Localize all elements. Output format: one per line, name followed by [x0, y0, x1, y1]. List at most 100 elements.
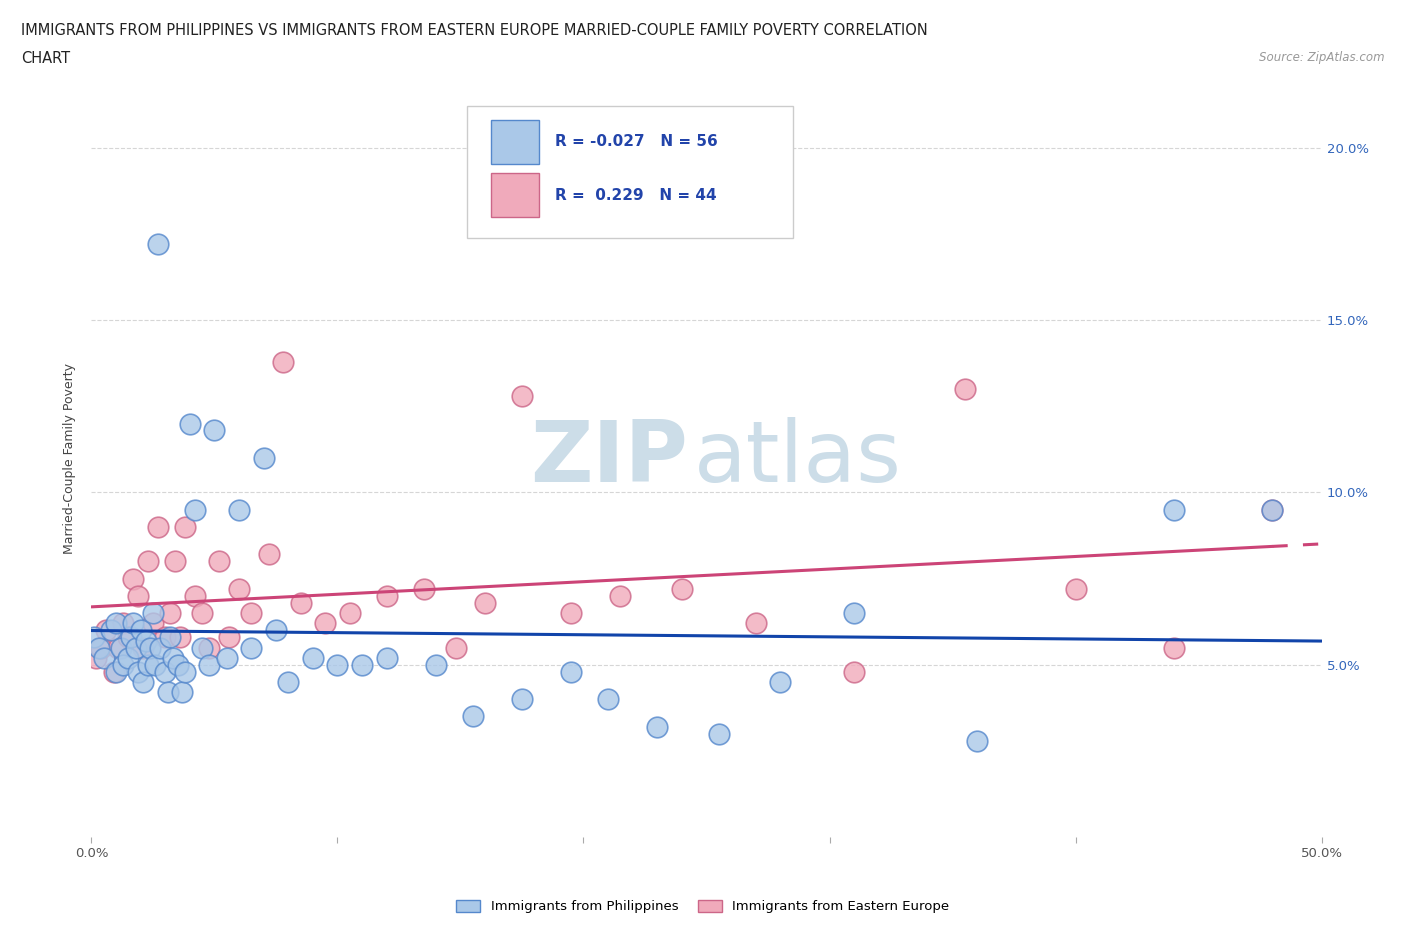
Point — [105, 616, 127, 631]
Point — [191, 605, 214, 620]
Point — [135, 633, 156, 648]
Point — [105, 664, 127, 679]
Point — [107, 640, 129, 655]
Point — [90, 640, 112, 655]
Point — [122, 571, 145, 586]
Point — [645, 719, 669, 734]
Point — [352, 658, 374, 672]
Point — [146, 520, 169, 535]
Point — [510, 692, 533, 707]
Point — [159, 605, 181, 620]
Point — [290, 595, 312, 610]
Point — [87, 640, 110, 655]
Point — [277, 674, 299, 689]
Point — [86, 650, 108, 665]
Point — [117, 630, 139, 644]
Point — [83, 630, 105, 644]
Point — [257, 547, 280, 562]
Point — [145, 658, 166, 672]
Point — [240, 640, 263, 655]
Point — [228, 502, 250, 517]
Point — [172, 684, 194, 699]
Point — [339, 605, 361, 620]
Point — [510, 389, 533, 404]
Text: IMMIGRANTS FROM PHILIPPINES VS IMMIGRANTS FROM EASTERN EUROPE MARRIED-COUPLE FAM: IMMIGRANTS FROM PHILIPPINES VS IMMIGRANT… — [21, 23, 928, 38]
Point — [474, 595, 496, 610]
Point — [198, 640, 221, 655]
Point — [117, 650, 139, 665]
Text: atlas: atlas — [695, 417, 903, 499]
Point — [129, 623, 152, 638]
Point — [110, 640, 132, 655]
Point — [953, 381, 976, 396]
Point — [139, 640, 162, 655]
Point — [596, 692, 619, 707]
Point — [375, 650, 398, 665]
Point — [100, 623, 122, 638]
Point — [240, 605, 263, 620]
Point — [179, 416, 201, 431]
Point — [127, 589, 149, 604]
Point — [166, 658, 188, 672]
Point — [127, 664, 149, 679]
Point — [842, 664, 865, 679]
Point — [1064, 581, 1087, 596]
Point — [1261, 502, 1284, 517]
Point — [183, 589, 207, 604]
Point — [1261, 502, 1284, 517]
Point — [120, 630, 142, 644]
Point — [191, 640, 214, 655]
FancyBboxPatch shape — [491, 173, 538, 218]
Point — [228, 581, 250, 596]
Point — [169, 630, 191, 644]
Point — [174, 664, 197, 679]
Point — [842, 605, 865, 620]
Text: CHART: CHART — [21, 51, 70, 66]
Point — [745, 616, 768, 631]
Point — [412, 581, 434, 596]
Point — [966, 733, 988, 748]
Point — [253, 451, 276, 466]
Point — [132, 640, 155, 655]
Point — [93, 650, 115, 665]
Point — [163, 554, 186, 569]
Point — [183, 502, 207, 517]
FancyBboxPatch shape — [491, 120, 538, 165]
Point — [174, 520, 197, 535]
Point — [156, 684, 179, 699]
Point — [560, 664, 582, 679]
Point — [132, 674, 155, 689]
Point — [326, 658, 349, 672]
Point — [153, 664, 177, 679]
Text: Source: ZipAtlas.com: Source: ZipAtlas.com — [1260, 51, 1385, 64]
Point — [560, 605, 582, 620]
Point — [112, 658, 135, 672]
Point — [671, 581, 693, 596]
Point — [444, 640, 467, 655]
Text: R =  0.229   N = 44: R = 0.229 N = 44 — [555, 188, 717, 203]
Text: ZIP: ZIP — [530, 417, 688, 499]
Point — [103, 664, 125, 679]
Y-axis label: Married-Couple Family Poverty: Married-Couple Family Poverty — [63, 363, 76, 553]
Point — [314, 616, 336, 631]
Point — [215, 650, 238, 665]
Point — [218, 630, 240, 644]
Point — [122, 616, 145, 631]
Text: R = -0.027   N = 56: R = -0.027 N = 56 — [555, 135, 718, 150]
Point — [159, 630, 181, 644]
Point — [264, 623, 287, 638]
Point — [112, 616, 135, 631]
Point — [142, 616, 165, 631]
Point — [142, 605, 165, 620]
Point — [461, 709, 484, 724]
Point — [149, 640, 172, 655]
Point — [301, 650, 323, 665]
Point — [136, 554, 159, 569]
Point — [271, 354, 295, 369]
Point — [425, 658, 447, 672]
Point — [198, 658, 221, 672]
FancyBboxPatch shape — [467, 106, 793, 238]
Point — [162, 650, 184, 665]
Point — [202, 423, 225, 438]
Point — [146, 237, 169, 252]
